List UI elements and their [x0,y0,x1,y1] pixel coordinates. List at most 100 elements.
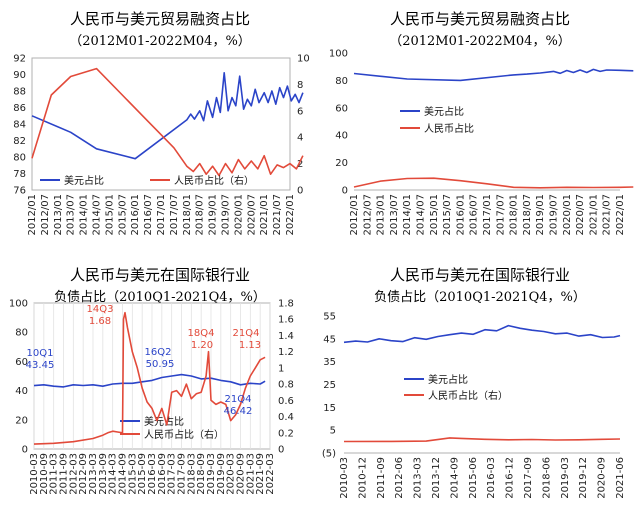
y-tick-label-left: 84 [13,120,26,131]
x-tick-label: 2018-03 [186,453,197,495]
series-line-0 [343,324,621,344]
x-tick-label: 2013-03 [88,453,99,495]
x-tick-label: 2016-09 [157,453,168,495]
data-annotation: 16Q2 [145,347,172,358]
y-tick-label-right: 0.6 [278,396,294,407]
x-tick-label: 2020/01 [562,194,573,236]
chart-subtitle: （2012M01-2022M04，%） [69,34,251,49]
chart-subtitle: 负债占比（2010Q1-2021Q4，%） [374,290,586,305]
data-annotation: 50.95 [146,359,175,370]
x-tick-label: 2020-09 [597,457,608,499]
x-tick-label: 2013-09 [98,453,109,495]
data-annotation: 1.20 [191,340,213,351]
y-tick-label-left: 80 [15,328,28,339]
series-line-1 [33,311,266,445]
legend-label: 美元占比 [424,105,464,118]
x-tick-label: 2017-09 [177,453,188,495]
y-tick-label-left: 45 [323,334,336,345]
x-tick-label: 2016/07 [469,194,480,236]
y-tick-label-left: (5) [322,449,336,460]
y-tick-label-left: 88 [13,87,26,98]
y-tick-label-left: 80 [335,76,348,87]
y-tick-label-right: 0 [278,445,284,456]
y-tick-label-left: 90 [13,70,26,81]
data-annotation: 21Q4 [233,328,260,339]
x-tick-label: 2017/01 [156,194,167,236]
y-tick-label-left: 92 [13,54,26,65]
x-tick-label: 2012/01 [27,194,38,236]
x-tick-label: 2012/07 [40,194,51,236]
y-tick-label-left: 40 [15,386,28,397]
x-tick-label: 2014/01 [402,194,413,236]
x-tick-label: 2010-03 [339,457,350,499]
chart-title: 人民币与美元在国际银行业 [69,266,250,284]
x-tick-label: 2010-09 [39,453,50,495]
x-tick-label: 2013/01 [376,194,387,236]
x-tick-label: 2021/01 [588,194,599,236]
x-tick-label: 2014/07 [416,194,427,236]
y-tick-label-left: 20 [335,158,348,169]
y-tick-label-right: 0.4 [278,412,294,423]
x-tick-label: 2019/01 [208,194,219,236]
data-annotation: 46.42 [224,406,253,417]
x-tick-label: 2019-12 [578,457,589,499]
x-tick-label: 2014/07 [92,194,103,236]
legend-label: 人民币占比（右） [174,174,254,187]
data-annotation: 21Q4 [225,394,252,405]
x-tick-label: 2011-03 [49,453,60,495]
x-tick-label: 2012-06 [394,457,405,499]
data-annotation: 10Q1 [27,348,54,359]
legend-label: 人民币占比（右） [144,428,224,441]
legend-label: 人民币占比（右） [428,389,508,402]
x-tick-label: 2017/07 [169,194,180,236]
x-tick-label: 2019-03 [206,453,217,495]
x-tick-label: 2022/01 [615,194,626,236]
series-line-1 [353,177,634,189]
x-tick-label: 2012/07 [362,194,373,236]
x-tick-label: 2022/01 [285,194,296,236]
x-tick-label: 2021-03 [245,453,256,495]
x-tick-label: 2016/01 [455,194,466,236]
y-tick-label-right: 1 [278,363,284,374]
y-tick-label-right: 1.4 [278,331,294,342]
y-tick-label-right: 10 [297,54,310,65]
y-tick-label-left: 82 [13,136,26,147]
series-line-0 [353,68,634,82]
x-tick-label: 2014/01 [79,194,90,236]
x-tick-label: 2020/07 [575,194,586,236]
x-tick-label: 2020-09 [236,453,247,495]
x-tick-label: 2014-09 [118,453,129,495]
y-tick-label-left: 25 [323,380,336,391]
panel-bank-liabilities-single-axis: 人民币与美元在国际银行业 负债占比（2010Q1-2021Q4，%） (5) 5 1… [320,256,640,512]
x-tick-label: 2014-03 [108,453,119,495]
x-tick-label: 2015/07 [117,194,128,236]
series-line-1 [343,437,621,443]
y-tick-label-right: 2 [297,159,303,170]
x-tick-label: 2013-12 [431,457,442,499]
y-tick-label-left: 80 [13,153,26,164]
x-tick-label: 2019/07 [221,194,232,236]
chart-plot: 0 20 40 60 80 100 0 0.2 0.4 0.6 0.8 1 1.2 1.4 1.6 1.8 20… [9,299,294,495]
x-tick-label: 2017-03 [167,453,178,495]
x-tick-label: 2012-03 [68,453,79,495]
y-tick-label-right: 0 [297,186,303,197]
x-tick-label: 2015-09 [137,453,148,495]
legend-label: 人民币占比 [424,122,474,135]
y-tick-label-left: 60 [15,357,28,368]
x-tick-label: 2019/07 [549,194,560,236]
x-tick-label: 2013-03 [413,457,424,499]
series-line-1 [31,67,304,177]
legend-label: 美元占比 [64,174,104,187]
x-tick-label: 2013/07 [389,194,400,236]
x-tick-label: 2013/01 [53,194,64,236]
y-tick-label-right: 6 [297,106,303,117]
x-tick-label: 2017/01 [482,194,493,236]
x-tick-label: 2015-06 [468,457,479,499]
x-tick-label: 2016-12 [505,457,516,499]
x-tick-label: 2019-09 [216,453,227,495]
x-tick-label: 2021/07 [272,194,283,236]
x-tick-label: 2019/01 [535,194,546,236]
x-tick-label: 2021/01 [259,194,270,236]
x-tick-label: 2014-09 [449,457,460,499]
